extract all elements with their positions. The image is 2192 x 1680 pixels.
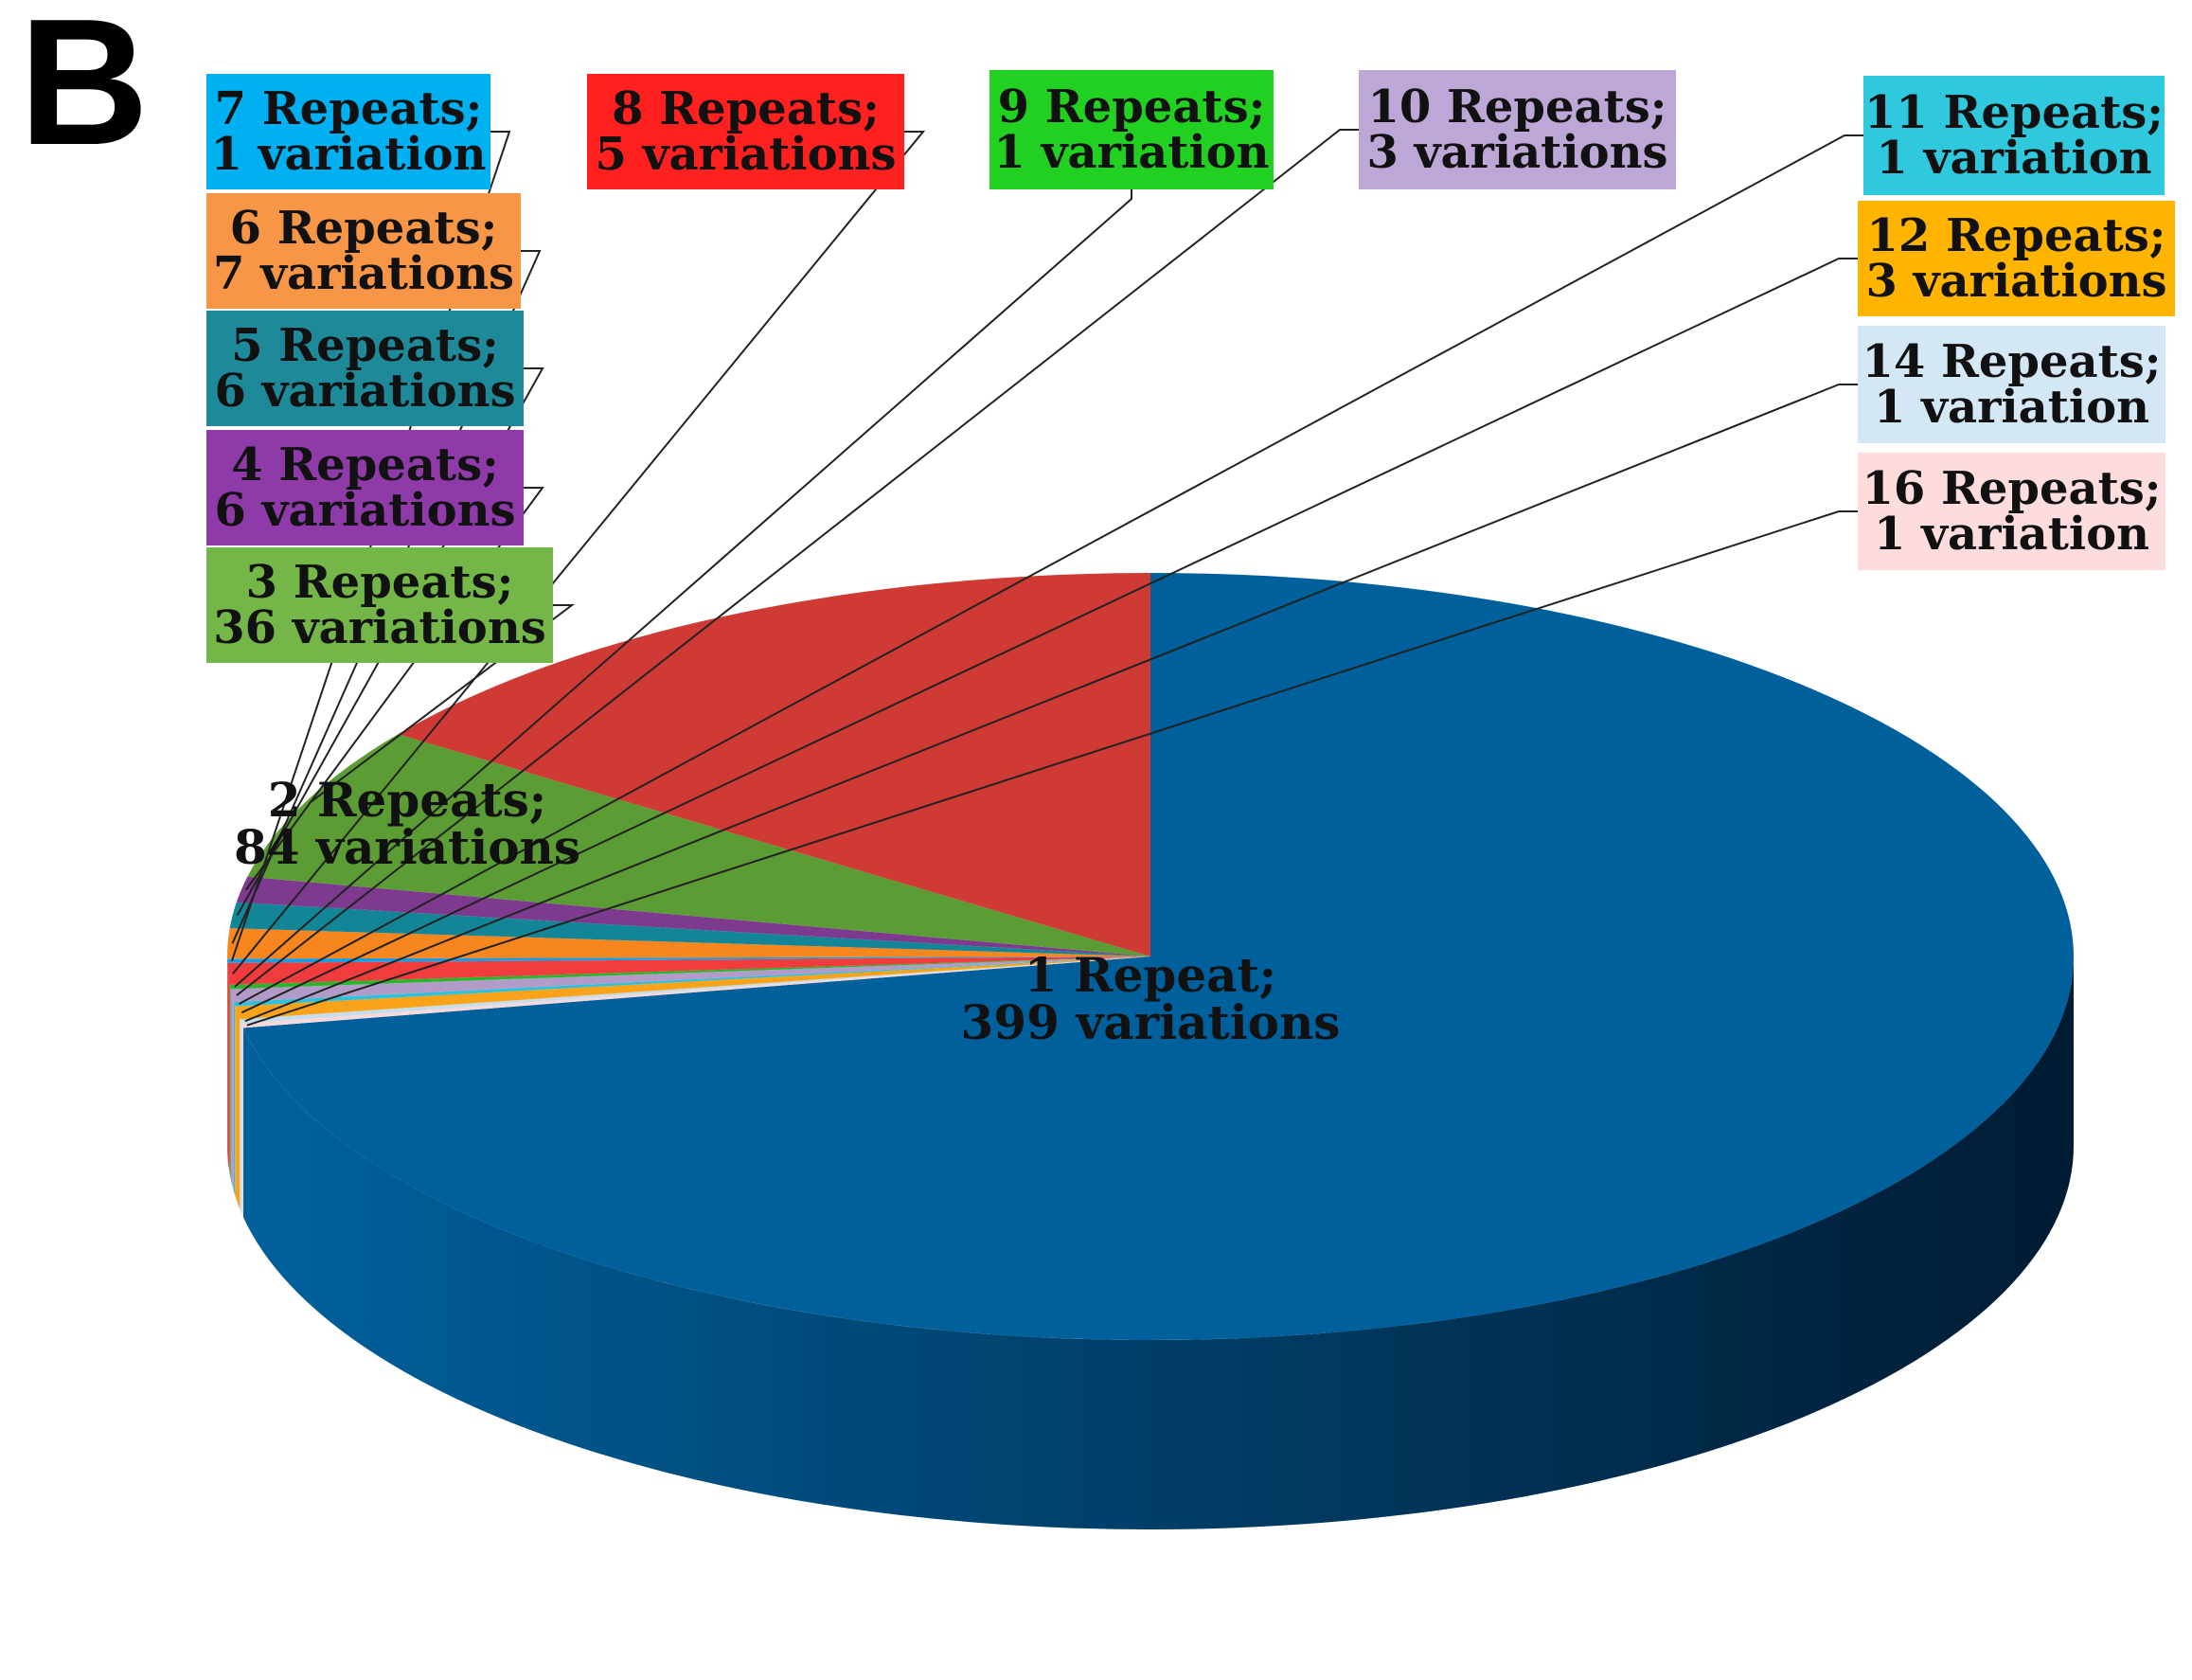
data-label-category: 3 Repeats;: [245, 556, 514, 609]
leader-line-8-repeats: [232, 131, 926, 974]
leader-line-14-repeats: [244, 384, 1858, 1023]
data-label-value: 6 variations: [214, 484, 516, 537]
pie-side-11-repeats: [233, 1002, 236, 1196]
pie-slice-1-repeat: [243, 573, 2074, 1341]
data-label-value: 1 variation: [1876, 132, 2152, 185]
data-label-16-repeats: 16 Repeats; 1 variation: [1858, 453, 2165, 570]
leader-line-11-repeats: [238, 134, 1863, 1006]
data-label-category: 6 Repeats;: [229, 202, 498, 255]
data-label-3-repeats: 3 Repeats; 36 variations: [206, 547, 553, 663]
leader-line-10-repeats: [236, 129, 1359, 996]
data-label-category: 12 Repeats;: [1866, 209, 2166, 262]
data-label-value: 7 variations: [212, 247, 515, 300]
leader-line-7-repeats: [230, 131, 511, 961]
data-label-1-repeat: 1 Repeat; 399 variations: [904, 938, 1397, 1061]
data-label-10-repeats: 10 Repeats; 3 variations: [1359, 70, 1676, 189]
data-label-value: 36 variations: [213, 601, 546, 654]
pie-side-12-repeats: [235, 1006, 241, 1209]
pie-side-10-repeats: [230, 989, 234, 1192]
leader-line-3-repeats: [309, 604, 575, 804]
leader-line-9-repeats: [234, 189, 1132, 988]
pie-slice-3-repeats: [247, 734, 1150, 956]
pie-slice-9-repeats: [229, 956, 1150, 990]
data-label-value: 1 variation: [210, 128, 487, 181]
data-label-category: 8 Repeats;: [612, 82, 880, 135]
data-label-value: 84 variations: [233, 819, 581, 875]
data-label-5-repeats: 5 Repeats; 6 variations: [206, 311, 524, 426]
leader-line-4-repeats: [245, 487, 544, 891]
pie-side-14-repeats: [240, 1019, 242, 1213]
data-label-value: 1 variation: [1873, 381, 2150, 434]
leader-line-12-repeats: [241, 258, 1858, 1014]
pie-side-1-repeat: [243, 956, 2074, 1529]
pie-side-9-repeats: [229, 984, 231, 1179]
data-label-value: 1 variation: [993, 126, 1270, 179]
pie-slice-4-repeats: [236, 876, 1150, 956]
panel-label: B: [19, 0, 150, 183]
data-label-14-repeats: 14 Repeats; 1 variation: [1858, 326, 2165, 443]
pie-slice-5-repeats: [229, 902, 1150, 956]
data-label-value: 399 variations: [960, 994, 1341, 1050]
data-label-category: 14 Repeats;: [1862, 335, 2162, 388]
data-label-category: 10 Repeats;: [1367, 80, 1667, 134]
data-label-7-repeats: 7 Repeats; 1 variation: [206, 74, 490, 189]
pie-slice-14-repeats: [240, 956, 1150, 1024]
leader-line-5-repeats: [236, 367, 544, 917]
data-label-category: 2 Repeats;: [267, 772, 547, 828]
data-label-2-repeats: 2 Repeats; 84 variations: [199, 762, 615, 885]
data-label-11-repeats: 11 Repeats; 1 variation: [1863, 76, 2165, 195]
data-label-12-repeats: 12 Repeats; 3 variations: [1858, 201, 2175, 316]
pie-slice-16-repeats: [241, 956, 1151, 1028]
data-label-value: 6 variations: [214, 365, 516, 418]
data-label-category: 9 Repeats;: [997, 80, 1266, 134]
pie-side-8-repeats: [227, 962, 230, 1174]
pie-slice-8-repeats: [227, 956, 1150, 985]
data-label-category: 4 Repeats;: [231, 438, 499, 491]
data-label-8-repeats: 8 Repeats; 5 variations: [587, 74, 904, 189]
data-label-9-repeats: 9 Repeats; 1 variation: [989, 70, 1274, 189]
pie-slice-2-repeats: [398, 573, 1150, 956]
data-label-category: 7 Repeats;: [214, 82, 483, 135]
data-label-category: 11 Repeats;: [1863, 86, 2165, 139]
pie-slice-11-repeats: [233, 956, 1150, 1007]
data-label-value: 3 variations: [1366, 126, 1668, 179]
data-label-value: 5 variations: [595, 128, 897, 181]
data-label-category: 1 Repeat;: [1024, 947, 1277, 1003]
pie-side-16-repeats: [241, 1023, 244, 1218]
data-label-4-repeats: 4 Repeats; 6 variations: [206, 430, 524, 545]
data-label-value: 1 variation: [1873, 508, 2150, 561]
data-label-6-repeats: 6 Repeats; 7 variations: [206, 193, 521, 309]
pie-slice-12-repeats: [235, 956, 1150, 1020]
data-label-value: 3 variations: [1865, 255, 2167, 308]
data-label-category: 16 Repeats;: [1862, 462, 2162, 515]
pie-slice-10-repeats: [230, 956, 1150, 1003]
leader-line-6-repeats: [231, 250, 542, 944]
pie-slice-7-repeats: [227, 956, 1150, 963]
leader-line-16-repeats: [246, 510, 1858, 1027]
data-label-category: 5 Repeats;: [231, 319, 499, 372]
